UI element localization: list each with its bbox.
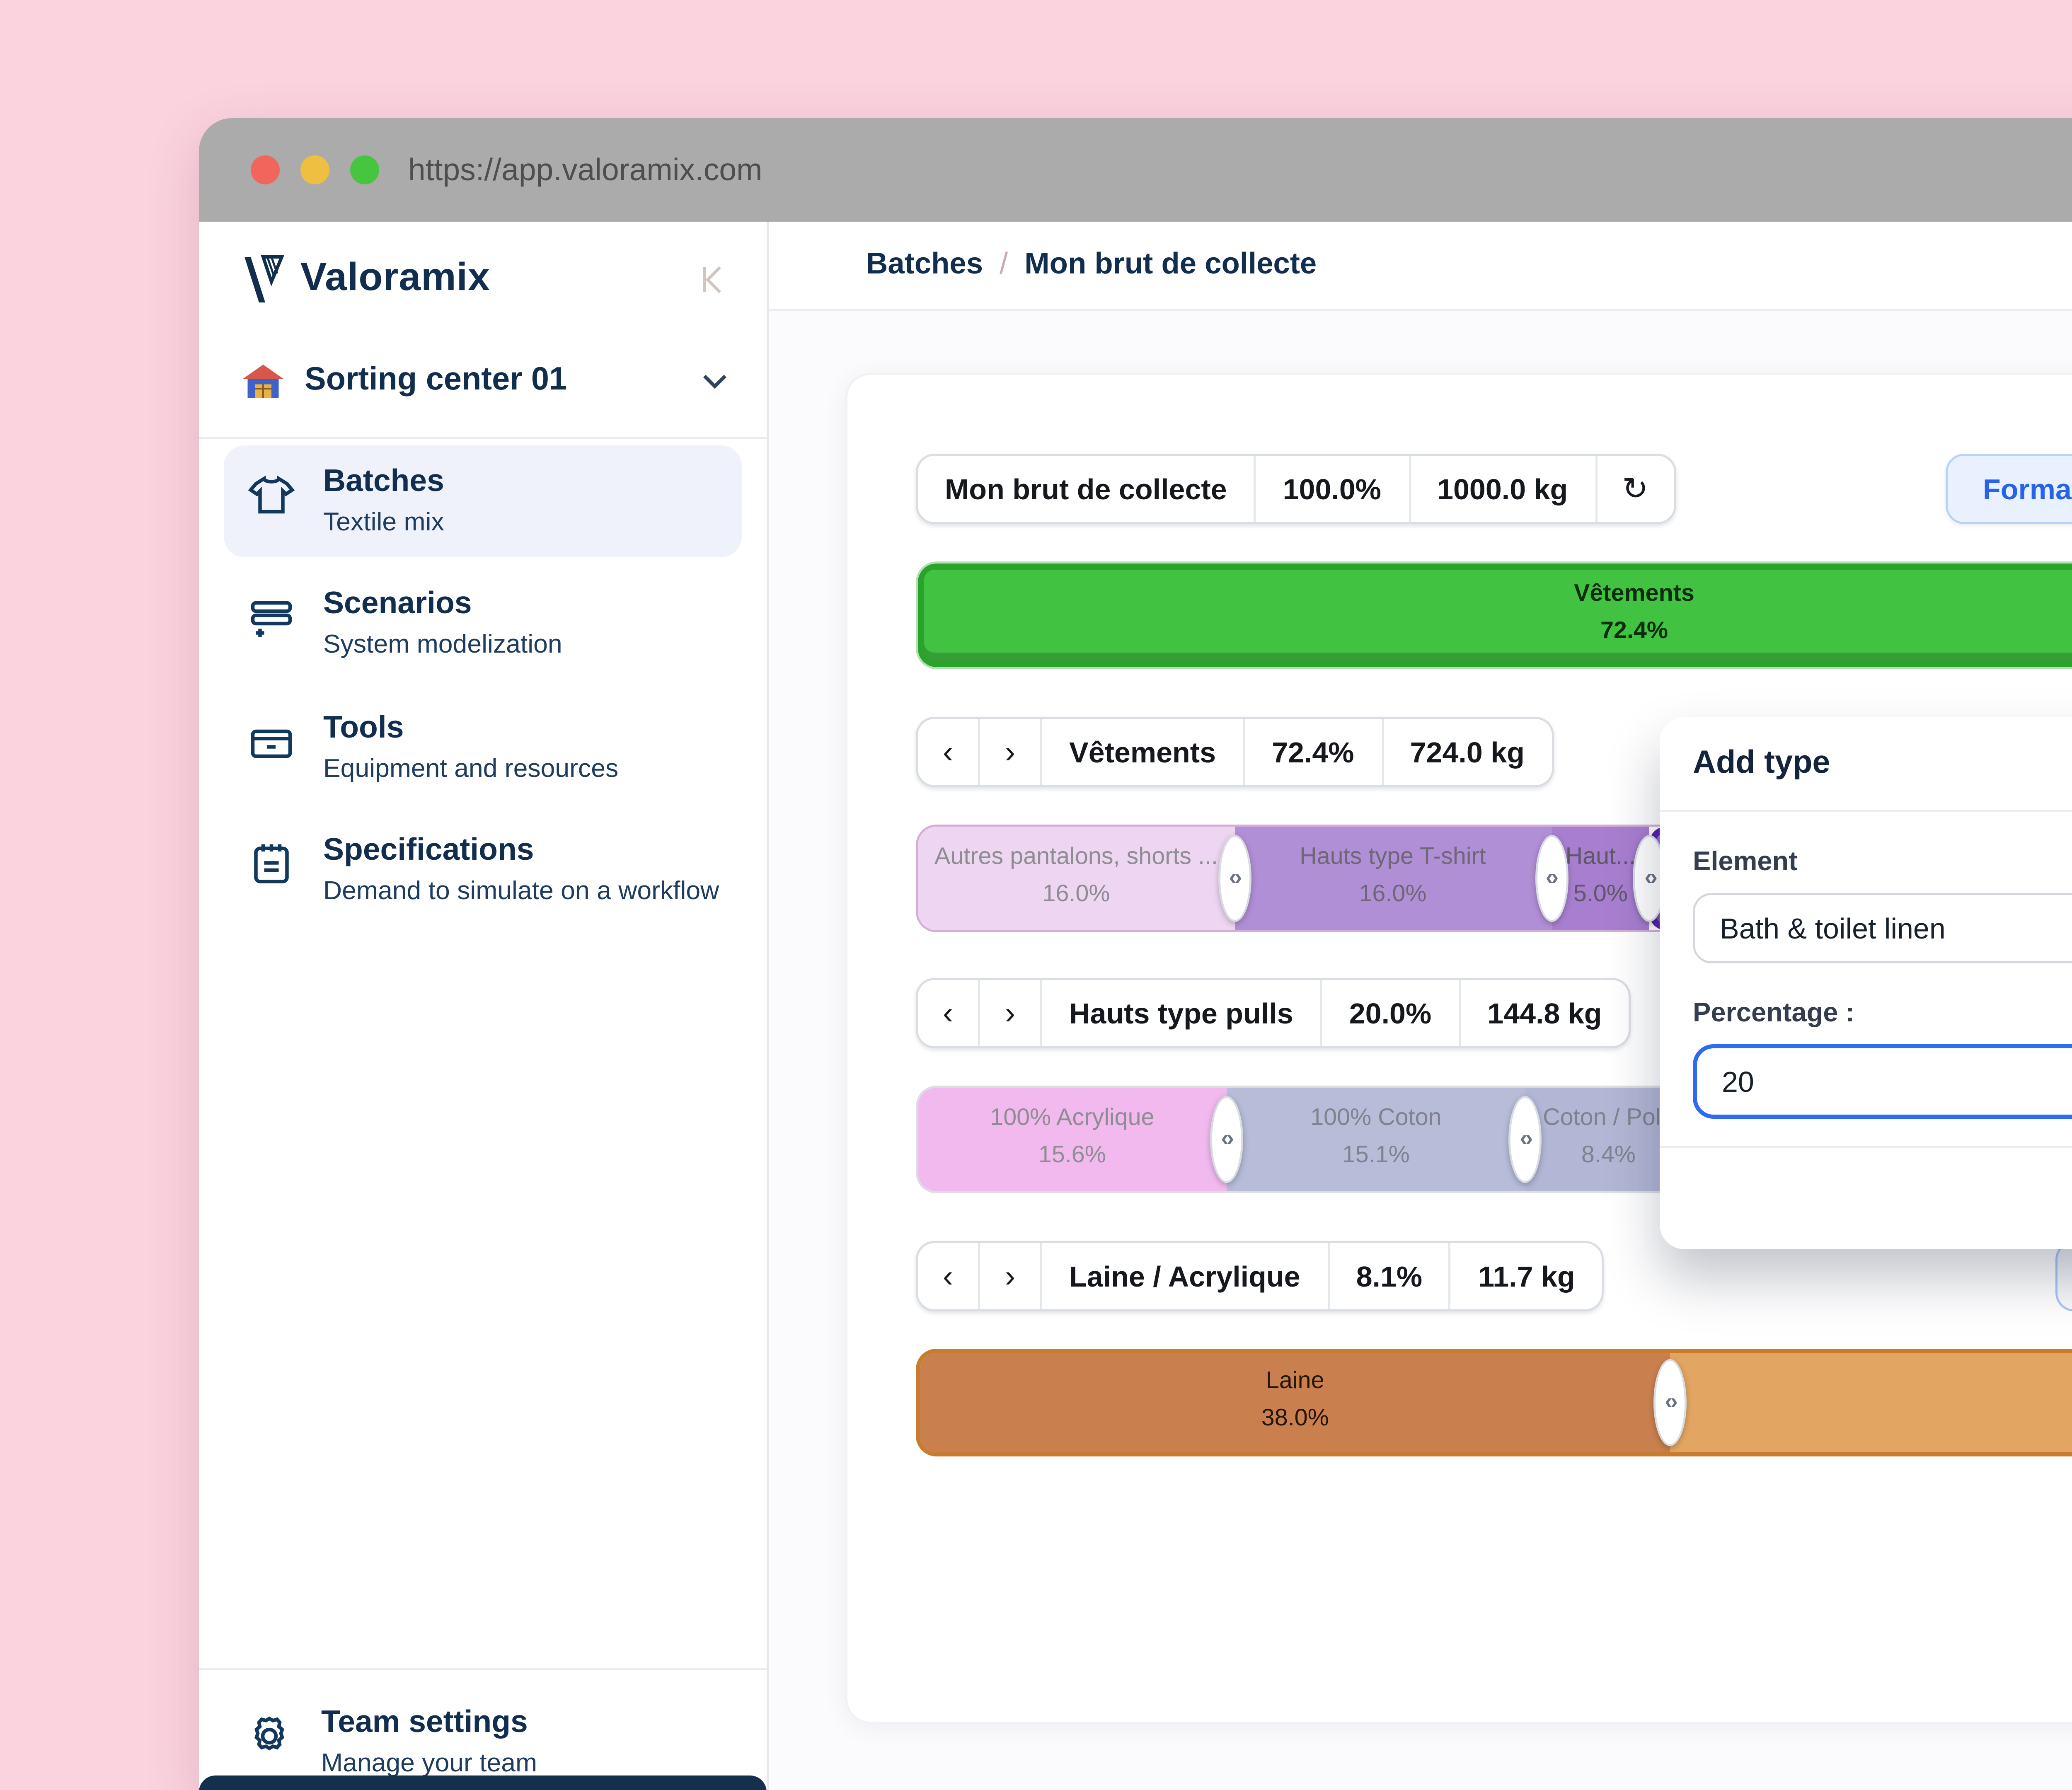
element-label: Element xyxy=(1693,845,1798,876)
segment-resize-handle[interactable]: ‹› xyxy=(1210,1096,1243,1183)
sidebar-item-tools[interactable]: Tools Equipment and resources xyxy=(224,692,742,804)
sidebar-item-title: Scenarios xyxy=(323,587,472,622)
sidebar: Valoramix Sorting center 01 Batches Texti… xyxy=(199,222,769,1790)
sidebar-item-team-settings[interactable]: Team settings Manage your team xyxy=(224,1688,742,1790)
sidebar-nav: Batches Textile mix Scenarios System modeli… xyxy=(224,445,742,938)
bar-segment[interactable]: Hauts type T-shirt 16.0% xyxy=(1234,827,1551,930)
bar-segment[interactable]: Acrylique62.0% xyxy=(1670,1353,2072,1452)
bar-segment[interactable]: Vêtements 72.4% xyxy=(918,564,2072,667)
prev-segment-button[interactable]: ‹ xyxy=(918,980,980,1046)
batch-card: Mon brut de collecte 100.0% 1000.0 kg ↻ … xyxy=(845,373,2072,1724)
fibre-view-button[interactable]: Fibre xyxy=(2055,1241,2072,1311)
team-settings-subtitle: Manage your team xyxy=(321,1748,537,1777)
sidebar-item-batches[interactable]: Batches Textile mix xyxy=(224,445,742,558)
sorting-center-label: Sorting center 01 xyxy=(305,363,567,398)
prev-segment-button[interactable]: ‹ xyxy=(918,1243,980,1309)
next-segment-button[interactable]: › xyxy=(980,719,1042,785)
traffic-light-close[interactable] xyxy=(251,155,280,184)
sidebar-item-subtitle: System modelization xyxy=(323,630,562,659)
batch-name-cell[interactable]: Mon brut de collecte xyxy=(918,456,1256,522)
bar-segment[interactable]: 100% Coton 15.1% xyxy=(1226,1088,1525,1191)
breadcrumb: Batches / Mon brut de collecte xyxy=(866,249,1317,282)
modal-title: Add type xyxy=(1693,745,1830,780)
sidebar-item-title: Tools xyxy=(323,710,404,745)
add-type-modal: Add type ✕ Element Bath & toilet linen P… xyxy=(1660,717,2072,1249)
segment-resize-handle[interactable]: ‹› xyxy=(1534,835,1568,922)
traffic-light-minimize[interactable] xyxy=(300,155,329,184)
segment-resize-handle[interactable]: ‹› xyxy=(1218,835,1251,922)
batch-weight-cell[interactable]: 1000.0 kg xyxy=(1410,456,1597,522)
brand-name: Valoramix xyxy=(300,257,490,300)
segment-resize-handle[interactable]: ‹› xyxy=(1508,1096,1542,1183)
batches-icon xyxy=(247,470,296,520)
breadcrumb-section[interactable]: Batches xyxy=(866,249,983,282)
browser-window: https://app.valoramix.com ✕ Valoramix xyxy=(199,118,2072,1790)
sidebar-divider xyxy=(199,1668,767,1670)
segment-resize-handle[interactable]: ‹› xyxy=(1653,1359,1687,1446)
breadcrumb-page: Mon brut de collecte xyxy=(1024,249,1317,282)
gear-icon xyxy=(244,1711,294,1761)
prev-segment-button[interactable]: ‹ xyxy=(918,719,980,785)
sidebar-item-scenarios[interactable]: Scenarios System modelization xyxy=(224,568,742,681)
level-name-cell[interactable]: Laine / Acrylique xyxy=(1042,1243,1329,1309)
level-name-cell[interactable]: Hauts type pulls xyxy=(1042,980,1322,1046)
valoramix-logo-icon xyxy=(242,255,284,305)
traffic-light-zoom[interactable] xyxy=(350,155,379,184)
sidebar-collapse-icon[interactable] xyxy=(696,263,729,296)
bar-segment[interactable]: 100% Acrylique 15.6% xyxy=(918,1088,1227,1191)
specifications-icon xyxy=(247,839,296,889)
sidebar-item-subtitle: Textile mix xyxy=(323,507,444,536)
tools-icon xyxy=(247,716,296,766)
element-select[interactable]: Bath & toilet linen xyxy=(1693,893,2072,963)
next-segment-button[interactable]: › xyxy=(980,980,1042,1046)
sorting-center-selector[interactable]: Sorting center 01 xyxy=(199,325,767,439)
next-segment-button[interactable]: › xyxy=(980,1243,1042,1309)
level-weight-cell[interactable]: 11.7 kg xyxy=(1478,1260,1575,1293)
scenarios-icon xyxy=(247,593,296,643)
url-bar[interactable]: https://app.valoramix.com xyxy=(408,152,762,188)
level-name-cell[interactable]: Vêtements xyxy=(1042,719,1245,785)
level-weight-cell[interactable]: 724.0 kg xyxy=(1410,735,1525,769)
level-pct-cell[interactable]: 8.1% xyxy=(1329,1243,1452,1309)
sidebar-item-title: Batches xyxy=(323,464,444,499)
level-3-controls: ‹ › Laine / Acrylique 8.1% 11.7 kg xyxy=(916,1241,1604,1311)
warehouse-icon xyxy=(242,363,284,400)
element-select-value: Bath & toilet linen xyxy=(1720,912,1946,945)
sidebar-bottom-accent xyxy=(199,1775,767,1790)
refresh-icon[interactable]: ↻ xyxy=(1622,472,1648,508)
level-2-controls: ‹ › Hauts type pulls 20.0% 144.8 kg xyxy=(916,978,1631,1048)
level-1-controls: ‹ › Vêtements 72.4% 724.0 kg xyxy=(916,717,1554,787)
bar-segment[interactable]: Laine 38.0% xyxy=(920,1353,1670,1452)
tab-format[interactable]: Format xyxy=(1948,456,2072,522)
breadcrumb-separator: / xyxy=(1000,249,1008,282)
sidebar-item-specifications[interactable]: Specifications Demand to simulate on a wo… xyxy=(224,815,742,927)
sidebar-item-title: Specifications xyxy=(323,833,534,868)
topbar: Batches / Mon brut de collecte xyxy=(769,222,2072,311)
main-area: Batches / Mon brut de collecte Mon brut … xyxy=(769,222,2072,1790)
browser-titlebar: https://app.valoramix.com ✕ xyxy=(199,118,2072,222)
percentage-input[interactable]: 20 % xyxy=(1693,1044,2072,1119)
batch-pct-cell[interactable]: 100.0% xyxy=(1256,456,1411,522)
percentage-label: Percentage : xyxy=(1693,997,1855,1028)
percentage-value: 20 xyxy=(1722,1065,1754,1098)
sidebar-item-subtitle: Equipment and resources xyxy=(323,753,619,782)
level-weight-cell[interactable]: 144.8 kg xyxy=(1487,997,1602,1030)
bar-segment[interactable]: Autres pantalons, shorts ... 16.0% xyxy=(918,827,1234,930)
level-pct-cell[interactable]: 72.4% xyxy=(1245,719,1383,785)
sidebar-item-subtitle: Demand to simulate on a workflow xyxy=(323,876,719,905)
batch-header-group: Mon brut de collecte 100.0% 1000.0 kg ↻ xyxy=(916,454,1676,524)
view-mode-toggle: Format Quality Cleanliness xyxy=(1946,454,2072,524)
team-settings-title: Team settings xyxy=(321,1705,528,1740)
level-pct-cell[interactable]: 20.0% xyxy=(1322,980,1461,1046)
chevron-down-icon xyxy=(700,367,729,396)
